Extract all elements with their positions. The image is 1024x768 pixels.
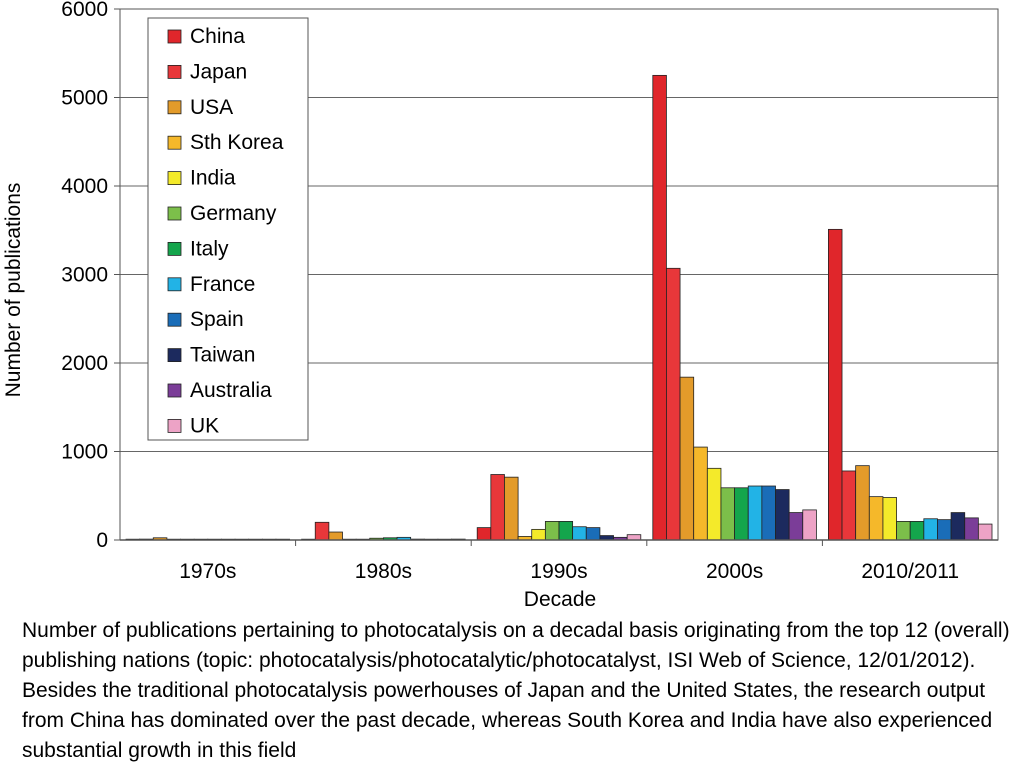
x-tick-labels: 1970s 1980s 1990s 2000s 2010/2011 [179, 560, 959, 583]
bar-china-3 [652, 74, 667, 541]
legend-swatch [167, 348, 182, 363]
bar-uk-3 [802, 509, 817, 541]
bar-usa-1 [328, 531, 343, 541]
legend-label: India [190, 167, 236, 190]
bar-germany-3 [720, 487, 736, 541]
bar-germany-2 [544, 521, 560, 541]
legend-label: Italy [190, 237, 229, 260]
legend-label: Spain [190, 308, 244, 331]
bar-usa-2 [504, 476, 519, 541]
bar-usa-4 [855, 465, 870, 541]
bar-germany-4 [896, 521, 911, 541]
legend-label: Japan [190, 60, 247, 83]
legend-label: France [190, 273, 255, 296]
bar-india-4 [882, 497, 897, 541]
y-tick-label: 3000 [61, 264, 108, 287]
bars [125, 74, 993, 541]
y-tick-label: 2000 [61, 352, 108, 375]
x-tick-label: 2000s [706, 560, 763, 583]
bar-italy-4 [909, 521, 925, 541]
bar-spain-4 [937, 519, 952, 541]
axes [114, 8, 999, 546]
y-tick-label: 6000 [61, 0, 108, 21]
bar-india-3 [706, 467, 722, 541]
bar-uk-2 [626, 534, 642, 541]
bar-italy-2 [558, 521, 574, 541]
y-tick-label: 1000 [61, 441, 108, 464]
legend-swatch [167, 206, 182, 221]
y-tick-label: 4000 [61, 175, 108, 198]
bar-sth-korea-3 [693, 446, 708, 541]
legend-label: USA [190, 96, 233, 119]
legend-swatch [167, 29, 182, 44]
x-axis-label: Decade [524, 588, 596, 611]
legend-label: Sth Korea [190, 131, 284, 154]
bar-france-2 [572, 526, 587, 541]
y-tick-labels: 0 1000 2000 3000 4000 5000 6000 [61, 0, 108, 552]
bar-japan-3 [666, 267, 681, 541]
bar-spain-3 [761, 485, 776, 541]
bar-spain-2 [585, 527, 601, 541]
figure-caption: Number of publications pertaining to pho… [22, 619, 1010, 762]
legend-swatch [167, 171, 182, 186]
y-tick-label: 5000 [61, 87, 108, 110]
bar-taiwan-4 [950, 512, 966, 541]
legend-swatch [167, 241, 182, 256]
x-tick-label: 1990s [530, 560, 587, 583]
bar-japan-2 [490, 474, 505, 541]
bar-australia-4 [964, 517, 979, 541]
bar-sth-korea-4 [868, 496, 884, 541]
y-axis-label: Number of publications [2, 183, 25, 398]
publications-bar-chart: 0 1000 2000 3000 4000 5000 6000 1970s 1980s 1990… [2, 0, 999, 611]
legend-swatch [167, 383, 182, 398]
bar-japan-4 [841, 470, 857, 541]
bar-usa-3 [679, 376, 695, 541]
bar-australia-3 [788, 512, 804, 541]
bar-taiwan-3 [775, 489, 790, 541]
bar-italy-3 [734, 487, 749, 541]
legend-swatch [167, 135, 182, 150]
legend-swatch [167, 65, 182, 79]
legend-label: Germany [190, 202, 277, 225]
x-tick-label: 1970s [179, 560, 236, 583]
legend: China Japan USA Sth Korea India Germany Italy F… [147, 17, 309, 441]
y-tick-label: 0 [96, 529, 108, 552]
bar-japan-1 [314, 521, 330, 541]
legend-swatch [167, 277, 182, 292]
bar-china-4 [828, 228, 843, 541]
bar-france-3 [747, 485, 763, 541]
legend-label: UK [190, 414, 219, 437]
bar-uk-4 [977, 523, 993, 541]
x-tick-label: 1980s [355, 560, 412, 583]
bar-china-2 [476, 527, 492, 541]
legend-box [147, 17, 309, 441]
legend-label: China [190, 25, 245, 48]
bar-france-4 [923, 518, 938, 541]
bar-india-2 [531, 528, 546, 541]
legend-label: Taiwan [190, 344, 255, 367]
legend-label: Australia [190, 379, 272, 402]
legend-swatch [167, 312, 182, 327]
x-tick-label: 2010/2011 [861, 560, 959, 583]
legend-swatch [167, 100, 182, 115]
legend-swatch [167, 418, 182, 433]
